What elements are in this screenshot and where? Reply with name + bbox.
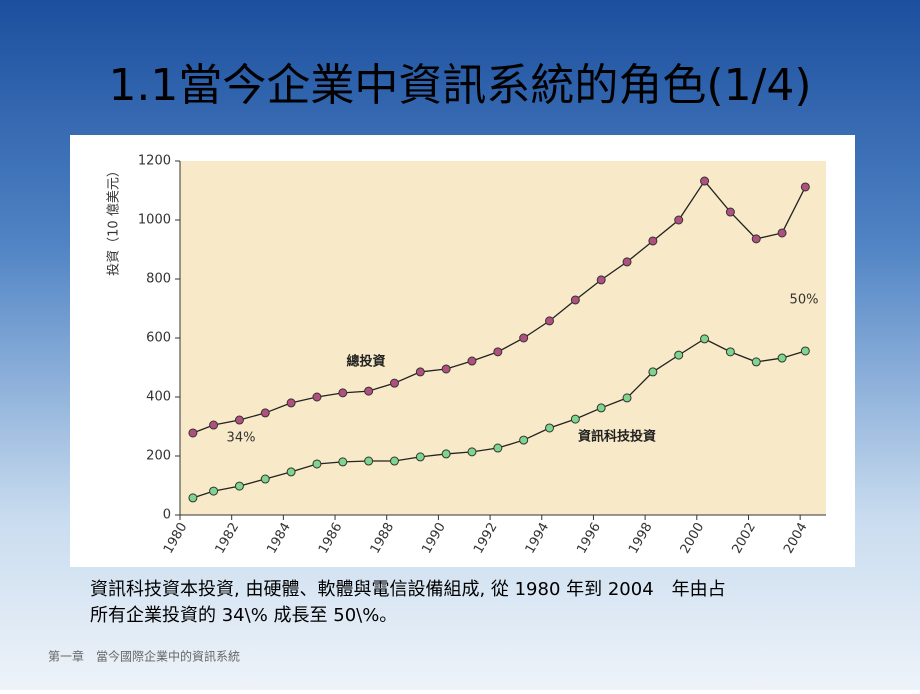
- data-point: [751, 234, 761, 244]
- data-point: [800, 182, 810, 192]
- data-point: [648, 236, 658, 246]
- y-tick-label: 200: [146, 449, 171, 464]
- data-point: [188, 493, 198, 503]
- data-point: [519, 435, 529, 445]
- data-point: [493, 347, 503, 357]
- y-tick-label: 800: [146, 272, 171, 287]
- data-point: [725, 207, 735, 217]
- data-point: [312, 392, 322, 402]
- data-point: [260, 408, 270, 418]
- data-point: [312, 459, 322, 469]
- data-point: [545, 316, 555, 326]
- data-point: [777, 228, 787, 238]
- data-point: [389, 456, 399, 466]
- data-point: [234, 415, 244, 425]
- data-point: [596, 275, 606, 285]
- y-axis-label: 投資（10 億美元）: [106, 164, 122, 276]
- data-point: [674, 350, 684, 360]
- data-point: [570, 414, 580, 424]
- data-point: [674, 215, 684, 225]
- data-point: [751, 357, 761, 367]
- data-point: [545, 423, 555, 433]
- y-tick-label: 0: [163, 508, 171, 523]
- data-point: [209, 486, 219, 496]
- data-point: [467, 447, 477, 457]
- data-point: [570, 295, 580, 305]
- data-point: [648, 367, 658, 377]
- data-point: [800, 346, 810, 356]
- data-point: [286, 398, 296, 408]
- data-point: [467, 356, 477, 366]
- y-tick-label: 600: [146, 331, 171, 346]
- slide-title: 1.1當今企業中資訊系統的角色(1/4): [108, 60, 811, 111]
- data-point: [725, 347, 735, 357]
- footer: 第一章 當今國際企業中的資訊系統: [48, 649, 240, 664]
- data-point: [622, 257, 632, 267]
- caption: 所有企業投資的 34\% 成長至 50\%。: [90, 605, 397, 626]
- data-point: [441, 364, 451, 374]
- data-point: [622, 393, 632, 403]
- annotation: 50%: [790, 293, 819, 308]
- y-tick-label: 1200: [138, 154, 171, 169]
- data-point: [364, 386, 374, 396]
- data-point: [700, 176, 710, 186]
- data-point: [777, 353, 787, 363]
- data-point: [364, 456, 374, 466]
- data-point: [700, 334, 710, 344]
- annotation: 34%: [227, 431, 256, 446]
- caption: 資訊科技資本投資, 由硬體、軟體與電信設備組成, 從 1980 年到 2004 …: [90, 579, 726, 600]
- data-point: [441, 449, 451, 459]
- data-point: [234, 481, 244, 491]
- data-point: [415, 452, 425, 462]
- data-point: [188, 428, 198, 438]
- data-point: [209, 420, 219, 430]
- series-label: 資訊科技投資: [578, 429, 656, 445]
- y-tick-label: 400: [146, 390, 171, 405]
- data-point: [493, 443, 503, 453]
- series-label: 總投資: [346, 354, 385, 370]
- y-tick-label: 1000: [138, 213, 171, 228]
- data-point: [338, 388, 348, 398]
- data-point: [415, 367, 425, 377]
- data-point: [338, 457, 348, 467]
- data-point: [260, 474, 270, 484]
- data-point: [389, 378, 399, 388]
- data-point: [596, 403, 606, 413]
- data-point: [286, 467, 296, 477]
- plot-area: [180, 161, 826, 515]
- data-point: [519, 333, 529, 343]
